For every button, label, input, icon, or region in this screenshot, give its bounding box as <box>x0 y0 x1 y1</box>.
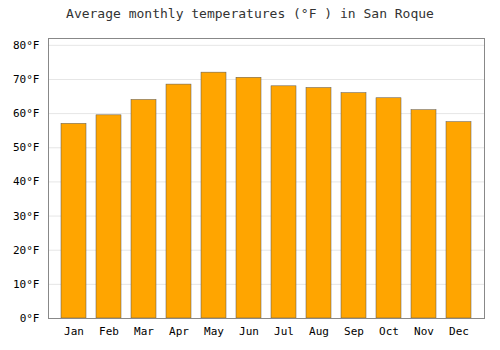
svg-text:30°F: 30°F <box>13 210 40 223</box>
svg-text:20°F: 20°F <box>13 244 40 257</box>
svg-text:Jul: Jul <box>274 325 294 338</box>
svg-text:May: May <box>204 325 224 338</box>
svg-text:40°F: 40°F <box>13 175 40 188</box>
svg-text:Dec: Dec <box>449 325 469 338</box>
svg-text:Feb: Feb <box>99 325 119 338</box>
svg-text:Jun: Jun <box>239 325 259 338</box>
svg-text:Sep: Sep <box>344 325 364 338</box>
svg-text:10°F: 10°F <box>13 278 40 291</box>
svg-text:Oct: Oct <box>379 325 399 338</box>
svg-text:Nov: Nov <box>414 325 434 338</box>
svg-text:70°F: 70°F <box>13 73 40 86</box>
svg-text:0°F: 0°F <box>20 312 40 325</box>
svg-text:Jan: Jan <box>64 325 84 338</box>
svg-text:Aug: Aug <box>309 325 329 338</box>
html-text:Average monthly temperatures (: Average monthly temperatures (°F ) in Sa… <box>66 6 434 21</box>
svg-text:Mar: Mar <box>134 325 154 338</box>
svg-text:80°F: 80°F <box>13 39 40 52</box>
svg-text:Apr: Apr <box>169 325 189 338</box>
svg-text:50°F: 50°F <box>13 141 40 154</box>
svg-text:60°F: 60°F <box>13 107 40 120</box>
